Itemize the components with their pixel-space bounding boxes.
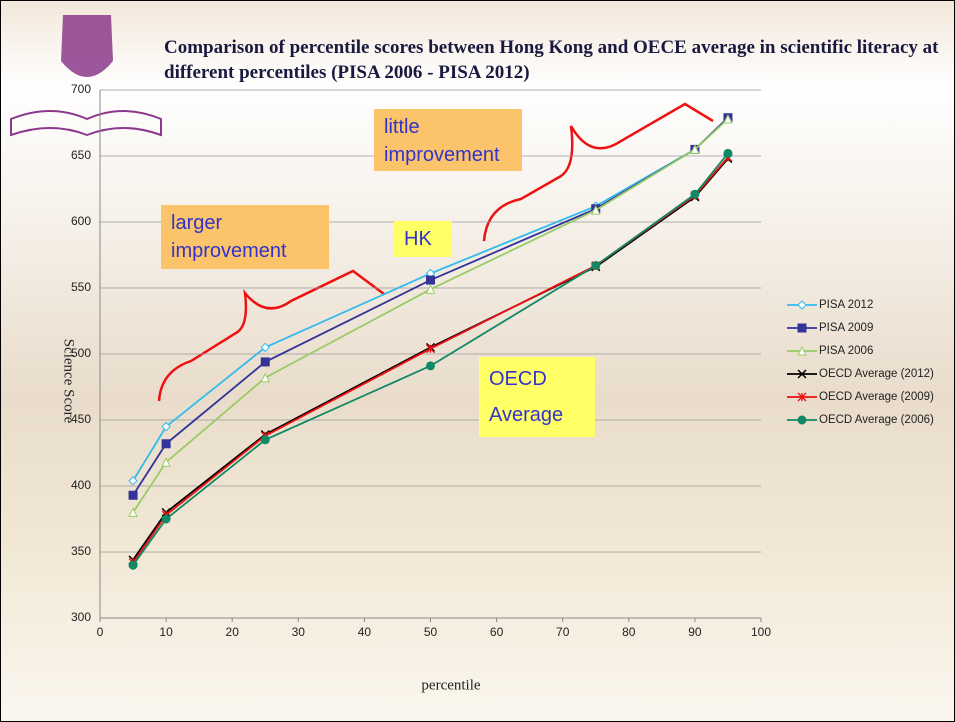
- annotation: OECD Average: [479, 357, 595, 437]
- marker: [425, 284, 436, 294]
- marker: [260, 435, 270, 445]
- y-axis-label: Science Score: [61, 339, 77, 424]
- marker: [690, 189, 700, 199]
- series: [128, 113, 733, 500]
- legend-label: PISA 2006: [819, 345, 873, 357]
- legend-marker: [797, 323, 807, 333]
- series-line: [132, 117, 729, 482]
- x-tick-label: 20: [226, 625, 240, 639]
- marker: [591, 261, 601, 271]
- x-tick-label: 70: [556, 625, 570, 639]
- legend-label: PISA 2012: [819, 299, 873, 311]
- marker: [161, 514, 171, 524]
- y-tick-label: 600: [71, 214, 91, 228]
- annotation: little improvement: [374, 109, 522, 171]
- marker: [723, 113, 733, 124]
- chart-title: Comparison of percentile scores between …: [164, 37, 939, 83]
- marker: [260, 342, 270, 353]
- marker: [128, 476, 138, 486]
- x-axis-label: percentile: [421, 677, 480, 693]
- marker: [426, 344, 435, 354]
- annotation: HK: [394, 221, 452, 257]
- x-tick-label: 0: [97, 625, 104, 639]
- y-tick-label: 500: [71, 346, 91, 360]
- x-tick-label: 80: [622, 625, 636, 639]
- y-tick-label: 650: [71, 148, 91, 162]
- y-tick-label: 300: [71, 610, 91, 624]
- series: [128, 113, 733, 517]
- marker: [590, 205, 601, 215]
- legend-marker: [797, 369, 807, 379]
- series-line: [132, 117, 729, 496]
- series-line: [132, 118, 729, 513]
- legend-label: OECD Average (2009): [819, 391, 934, 403]
- legend-label: PISA 2009: [819, 322, 873, 334]
- legend-marker: [797, 415, 807, 425]
- x-tick-label: 40: [358, 625, 372, 639]
- legend-marker: [797, 300, 807, 310]
- marker: [161, 439, 171, 449]
- marker: [161, 457, 171, 467]
- y-tick-label: 550: [71, 280, 91, 294]
- marker: [426, 361, 435, 371]
- y-tick-label: 350: [71, 544, 91, 558]
- marker: [260, 372, 271, 383]
- x-tick-label: 30: [292, 625, 306, 639]
- legend-label: OECD Average (2006): [819, 414, 934, 426]
- x-tick-label: 90: [688, 625, 702, 639]
- marker: [128, 507, 138, 517]
- series: [128, 148, 733, 570]
- y-tick-label: 400: [71, 478, 91, 492]
- annotation: larger improvement: [161, 205, 329, 269]
- y-tick-label: 450: [71, 412, 91, 426]
- marker: [128, 560, 138, 570]
- y-tick-label: 700: [71, 82, 91, 96]
- marker: [260, 357, 270, 367]
- logo: [10, 15, 162, 137]
- marker: [161, 421, 171, 432]
- marker: [723, 148, 733, 158]
- legend-marker: [797, 345, 807, 356]
- x-tick-label: 100: [751, 625, 771, 639]
- x-tick-label: 60: [490, 625, 504, 639]
- x-tick-label: 10: [159, 625, 173, 639]
- x-tick-label: 50: [424, 625, 438, 639]
- marker: [426, 275, 435, 285]
- legend-label: OECD Average (2012): [819, 368, 934, 380]
- legend-marker: [797, 392, 807, 402]
- brackets: [157, 102, 714, 402]
- marker: [690, 144, 700, 154]
- marker: [128, 490, 138, 500]
